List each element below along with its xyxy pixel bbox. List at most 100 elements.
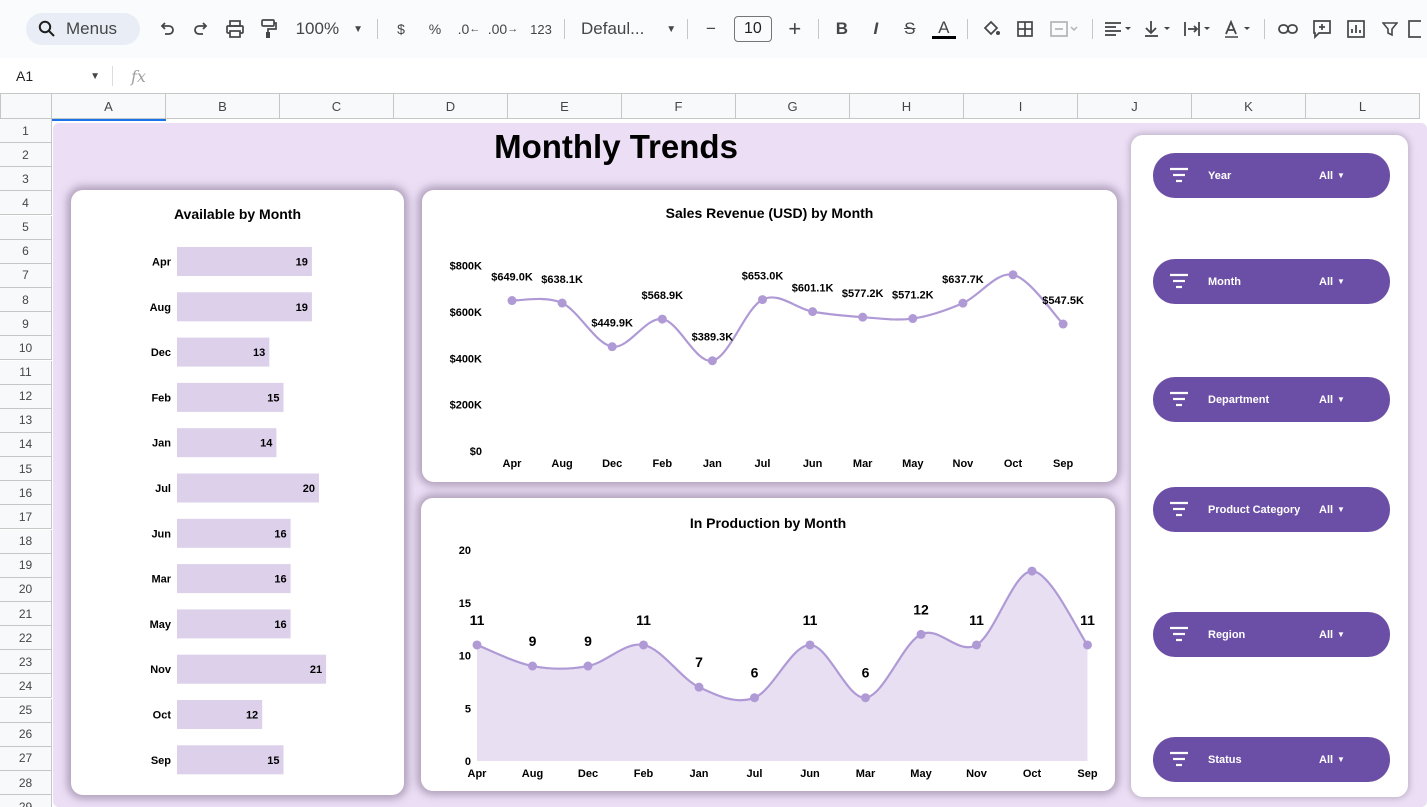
slicer-name: Department <box>1208 393 1270 406</box>
column-header[interactable]: J <box>1078 93 1192 119</box>
row-header[interactable]: 14 <box>0 432 52 457</box>
print-button[interactable] <box>218 13 252 45</box>
y-tick-label: $600K <box>450 307 482 319</box>
row-header[interactable]: 19 <box>0 553 52 578</box>
bar-category-label: May <box>150 619 172 631</box>
column-header[interactable]: C <box>280 93 394 119</box>
font-family-select[interactable]: Defaul... ▼ <box>571 19 681 39</box>
row-header[interactable]: 13 <box>0 408 52 433</box>
menu-search[interactable]: Menus <box>26 13 140 45</box>
number-format-button[interactable]: 123 <box>524 13 558 45</box>
sales-revenue-card[interactable]: Sales Revenue (USD) by Month $0 $200K $400… <box>422 190 1117 482</box>
strikethrough-button[interactable]: S <box>904 19 916 38</box>
row-header[interactable]: 11 <box>0 360 52 385</box>
row-header[interactable]: 5 <box>0 215 52 240</box>
increase-font-size-button[interactable]: + <box>788 16 802 41</box>
x-tick-label: Jan <box>703 458 722 470</box>
row-header[interactable]: 25 <box>0 698 52 723</box>
available-by-month-card[interactable]: Available by Month Apr 19 Aug 19 Dec 13 Feb 15 J… <box>71 190 404 795</box>
row-header[interactable]: 21 <box>0 602 52 626</box>
column-header[interactable]: K <box>1192 93 1306 119</box>
column-header[interactable]: L <box>1306 93 1420 119</box>
row-header[interactable]: 15 <box>0 457 52 482</box>
column-header[interactable]: E <box>508 93 622 119</box>
filter-icon <box>1170 751 1188 767</box>
row-header[interactable]: 1 <box>0 119 52 143</box>
row-header[interactable]: 29 <box>0 795 52 807</box>
percent-format-button[interactable]: % <box>428 21 442 37</box>
slicer-product-category[interactable]: Product Category All ▼ <box>1153 487 1390 532</box>
row-header[interactable]: 9 <box>0 312 52 337</box>
bold-button[interactable]: B <box>835 19 848 38</box>
column-header[interactable]: A <box>52 93 166 119</box>
borders-button[interactable] <box>1008 13 1042 45</box>
paint-format-button[interactable] <box>252 13 286 45</box>
chevron-down-icon: ▼ <box>1337 277 1345 286</box>
undo-button[interactable] <box>150 13 184 45</box>
row-header[interactable]: 18 <box>0 529 52 554</box>
column-header[interactable]: G <box>736 93 850 119</box>
formula-input[interactable] <box>146 64 1427 88</box>
column-header[interactable]: B <box>166 93 280 119</box>
row-header[interactable]: 27 <box>0 746 52 771</box>
row-header[interactable]: 24 <box>0 674 52 699</box>
fill-color-button[interactable] <box>974 13 1008 45</box>
row-header[interactable]: 4 <box>0 191 52 216</box>
column-header[interactable]: I <box>964 93 1078 119</box>
increase-decimal-button[interactable]: .00 → <box>486 13 520 45</box>
row-header[interactable]: 7 <box>0 263 52 288</box>
borders-icon <box>1016 21 1033 37</box>
row-header[interactable]: 23 <box>0 650 52 675</box>
row-header[interactable]: 6 <box>0 239 52 264</box>
row-header[interactable]: 16 <box>0 481 52 506</box>
data-point <box>1058 319 1068 329</box>
text-rotation-button[interactable] <box>1218 13 1258 45</box>
row-header[interactable]: 10 <box>0 336 52 361</box>
row-header[interactable]: 12 <box>0 384 52 409</box>
name-box[interactable]: A1 ▼ <box>0 68 112 84</box>
select-all-corner[interactable] <box>0 93 52 119</box>
data-label: 9 <box>529 633 537 649</box>
horizontal-align-button[interactable] <box>1099 13 1139 45</box>
y-tick-label: 5 <box>465 703 471 715</box>
merge-cells-button[interactable] <box>1042 13 1086 45</box>
row-header[interactable]: 22 <box>0 626 52 651</box>
filter-views-button[interactable] <box>1407 13 1427 45</box>
filter-button[interactable] <box>1373 13 1407 45</box>
slicer-department[interactable]: Department All ▼ <box>1153 377 1390 422</box>
row-header[interactable]: 8 <box>0 288 52 313</box>
row-header[interactable]: 3 <box>0 167 52 192</box>
slicer-year[interactable]: Year All ▼ <box>1153 153 1390 198</box>
row-header[interactable]: 26 <box>0 722 52 747</box>
x-tick-label: Sep <box>1077 768 1097 780</box>
row-header[interactable]: 17 <box>0 505 52 530</box>
column-header[interactable]: H <box>850 93 964 119</box>
vertical-align-button[interactable] <box>1139 13 1179 45</box>
insert-chart-button[interactable] <box>1339 13 1373 45</box>
slicer-panel <box>1131 135 1408 797</box>
row-header[interactable]: 2 <box>0 143 52 168</box>
decrease-decimal-button[interactable]: .0 ← <box>452 13 486 45</box>
column-header[interactable]: D <box>394 93 508 119</box>
bar-data-label: 16 <box>274 619 286 631</box>
zoom-select[interactable]: 100% ▼ <box>286 19 371 39</box>
redo-button[interactable] <box>184 13 218 45</box>
column-header[interactable]: F <box>622 93 736 119</box>
slicer-month[interactable]: Month All ▼ <box>1153 259 1390 304</box>
in-production-card[interactable]: In Production by Month 0 5 10 15 20 11 Apr 9 Aug… <box>421 498 1115 791</box>
row-header[interactable]: 28 <box>0 771 52 796</box>
text-color-button[interactable]: A <box>927 13 961 45</box>
bar-data-label: 15 <box>267 392 279 404</box>
text-wrap-button[interactable] <box>1178 13 1218 45</box>
selected-cell-a1[interactable] <box>52 119 166 123</box>
slicer-region[interactable]: Region All ▼ <box>1153 612 1390 657</box>
insert-comment-button[interactable] <box>1305 13 1339 45</box>
italic-button[interactable]: I <box>873 19 879 38</box>
row-header[interactable]: 20 <box>0 577 52 602</box>
slicer-status[interactable]: Status All ▼ <box>1153 737 1390 782</box>
decrease-font-size-button[interactable]: − <box>706 19 716 38</box>
insert-link-button[interactable] <box>1271 13 1305 45</box>
bar-data-label: 19 <box>296 302 308 314</box>
font-size-input[interactable]: 10 <box>733 16 772 42</box>
currency-format-button[interactable]: $ <box>397 21 405 37</box>
